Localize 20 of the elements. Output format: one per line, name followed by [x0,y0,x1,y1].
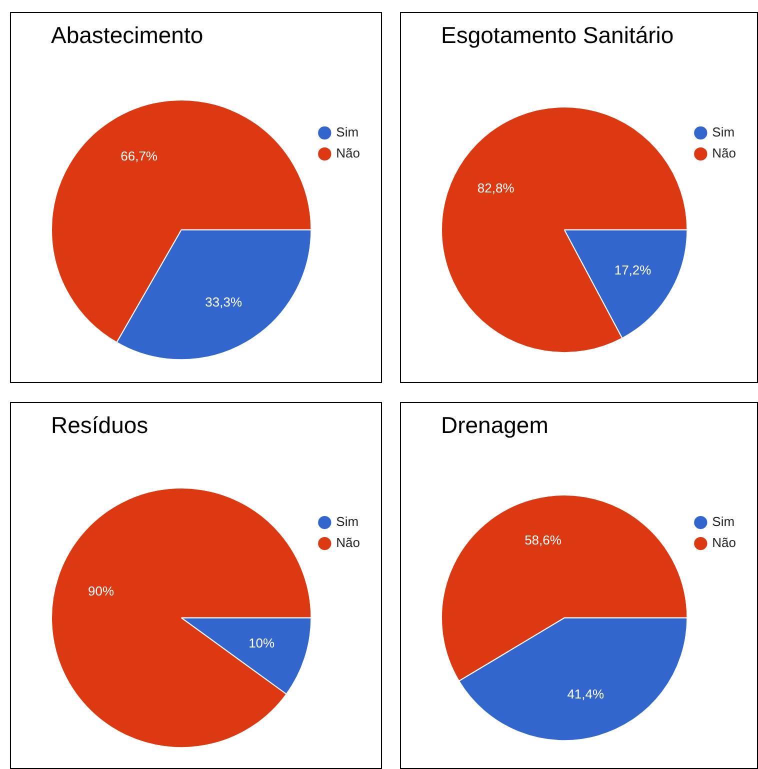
data-label: 10% [248,635,276,650]
data-label: 41,4% [567,686,604,702]
legend-label: Sim [712,124,735,140]
data-label: 90% [88,583,115,598]
legend-label: Não [712,535,736,550]
legend-label: Sim [336,514,359,530]
data-label: 66,7% [120,148,158,164]
chart-title: Drenagem [441,412,548,438]
legend-label: Sim [336,124,359,140]
data-label: 82,8% [477,180,515,196]
data-label: 33,3% [205,294,242,310]
legend-label: Não [712,146,736,161]
data-label: 58,6% [524,532,562,548]
chart-title: Abastecimento [51,22,204,48]
chart-title: Esgotamento Sanitário [441,22,674,48]
legend-label: Não [336,535,360,550]
chart-title: Resíduos [51,412,148,438]
data-label: 17,2% [614,262,652,278]
legend-label: Não [336,146,360,161]
legend-label: Sim [712,514,735,530]
